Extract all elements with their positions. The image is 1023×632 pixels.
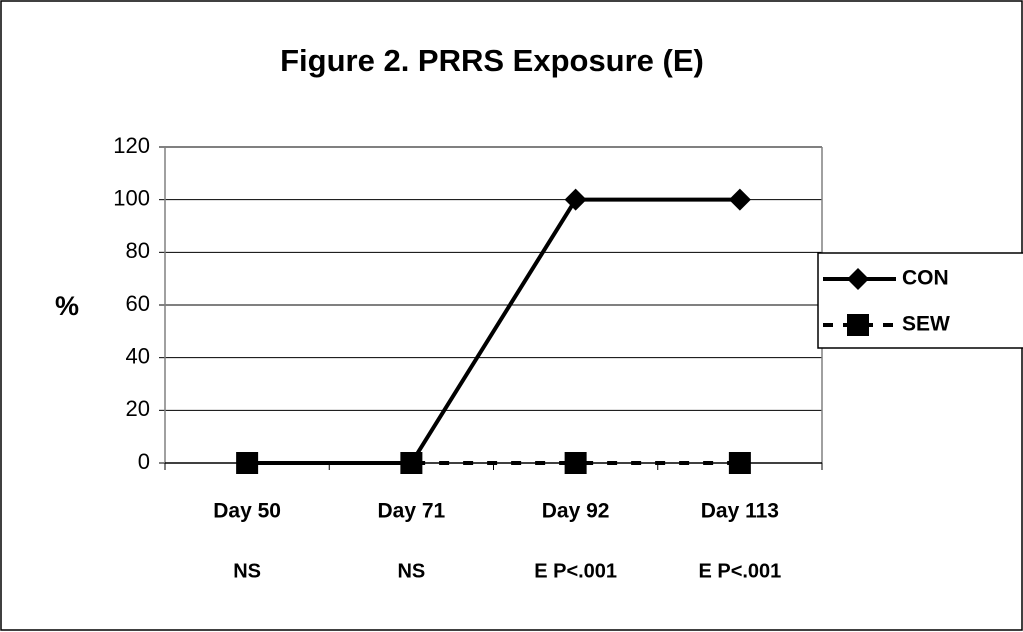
category-note: E P<.001	[698, 560, 781, 582]
legend-label: SEW	[902, 313, 950, 336]
marker-square	[728, 452, 751, 474]
y-tick-label: 80	[126, 238, 150, 263]
legend-marker	[847, 314, 869, 336]
y-tick-label: 20	[126, 396, 150, 421]
marker-diamond	[564, 188, 587, 211]
marker-square	[236, 452, 259, 474]
marker-square	[400, 452, 423, 474]
x-tick-label: Day 113	[701, 500, 779, 523]
x-tick-label: Day 92	[542, 500, 610, 523]
y-tick-label: 0	[138, 449, 150, 474]
y-axis-label: %	[55, 291, 79, 321]
x-tick-label: Day 71	[378, 500, 446, 523]
marker-square	[564, 452, 587, 474]
y-tick-label: 100	[113, 185, 150, 210]
category-note: E P<.001	[534, 560, 617, 582]
category-note: NS	[233, 560, 261, 582]
x-tick-label: Day 50	[213, 500, 281, 523]
chart-title: Figure 2. PRRS Exposure (E)	[280, 43, 704, 78]
y-tick-label: 120	[113, 133, 150, 158]
y-tick-label: 40	[126, 343, 150, 368]
y-tick-label: 60	[126, 291, 150, 316]
legend-marker	[847, 268, 869, 290]
legend-label: CON	[902, 267, 949, 290]
category-note: NS	[397, 560, 425, 582]
series-line	[247, 197, 740, 465]
marker-diamond	[728, 188, 751, 211]
